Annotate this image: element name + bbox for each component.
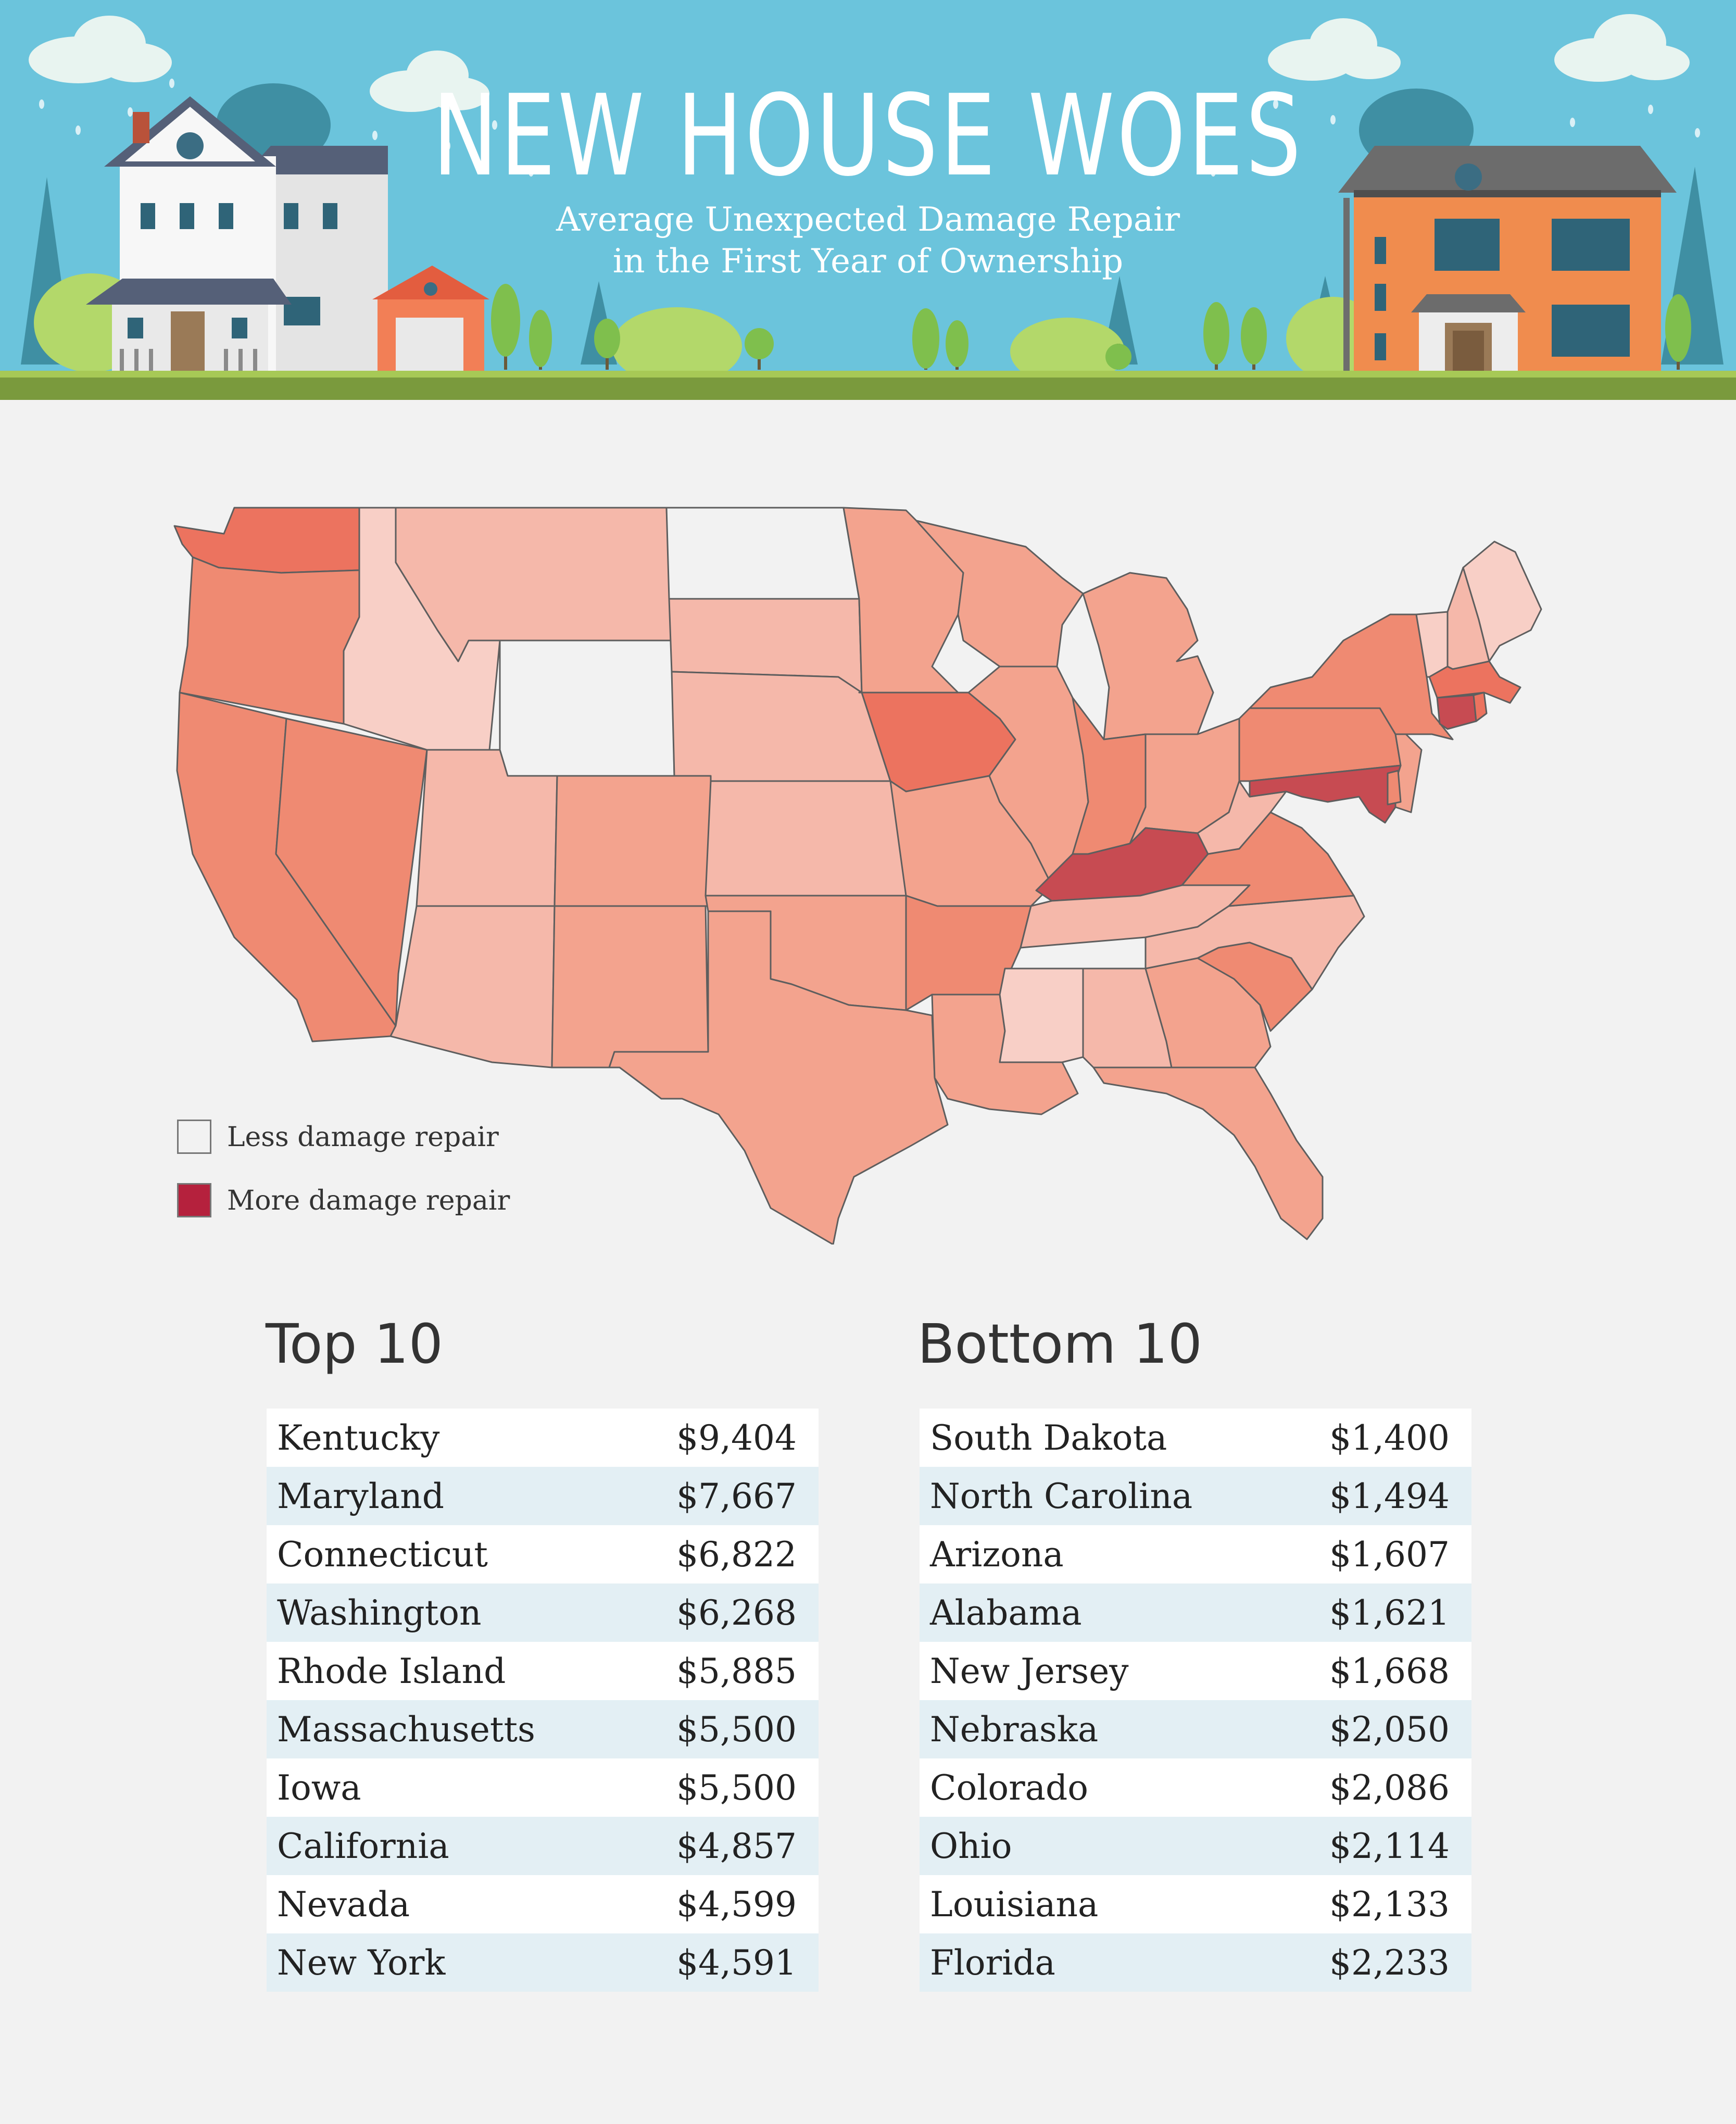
page-subtitle-line2: in the First Year of Ownership <box>612 242 1124 281</box>
row-repair-cost: $5,500 <box>676 1768 797 1808</box>
orange-house-icon <box>1338 146 1677 385</box>
row-state-name: North Carolina <box>930 1476 1193 1516</box>
row-state-name: Ohio <box>930 1826 1012 1866</box>
row-state-name: Alabama <box>930 1593 1082 1633</box>
row-repair-cost: $5,885 <box>676 1651 797 1691</box>
legend-swatch-more <box>177 1183 211 1217</box>
state-mi <box>1082 572 1214 740</box>
table-row: New Jersey $1,668 <box>920 1642 1471 1700</box>
table-row: Louisiana $2,133 <box>920 1875 1471 1933</box>
table-row: North Carolina $1,494 <box>920 1467 1471 1525</box>
state-nm <box>551 905 709 1069</box>
table-row: Florida $2,233 <box>920 1933 1471 1992</box>
state-nd <box>665 507 860 600</box>
table-row: Kentucky $9,404 <box>267 1409 819 1467</box>
state-ct <box>1436 694 1477 730</box>
table-row: Nebraska $2,050 <box>920 1700 1471 1758</box>
top10-table: Kentucky $9,404 Maryland $7,667 Connecticut $… <box>267 1409 819 1992</box>
row-state-name: Massachusetts <box>277 1710 535 1750</box>
row-repair-cost: $4,591 <box>676 1943 797 1983</box>
table-row: Washington $6,268 <box>267 1583 819 1642</box>
row-state-name: New York <box>277 1943 446 1983</box>
table-row: Alabama $1,621 <box>920 1583 1471 1642</box>
page-subtitle-line1: Average Unexpected Damage Repair <box>556 200 1180 239</box>
state-ms <box>999 967 1084 1063</box>
state-ma <box>1428 660 1521 704</box>
row-repair-cost: $1,400 <box>1329 1418 1450 1458</box>
top10-title: Top 10 <box>266 1312 443 1376</box>
row-repair-cost: $2,050 <box>1329 1710 1450 1750</box>
row-repair-cost: $4,599 <box>676 1884 797 1925</box>
table-row: Nevada $4,599 <box>267 1875 819 1933</box>
row-state-name: California <box>277 1826 449 1866</box>
white-house-icon <box>86 96 489 380</box>
row-repair-cost: $1,668 <box>1329 1651 1450 1691</box>
state-co <box>553 775 712 907</box>
state-ks <box>705 780 907 897</box>
row-state-name: Nevada <box>277 1884 410 1925</box>
header-banner: NEW HOUSE WOES Average Unexpected Damage… <box>0 0 1736 400</box>
table-row: New York $4,591 <box>267 1933 819 1992</box>
table-row: Massachusetts $5,500 <box>267 1700 819 1758</box>
table-row: Rhode Island $5,885 <box>267 1642 819 1700</box>
legend-swatch-less <box>177 1120 211 1154</box>
state-me <box>1462 541 1542 662</box>
table-row: Maryland $7,667 <box>267 1467 819 1525</box>
bottom10-title: Bottom 10 <box>917 1312 1202 1376</box>
row-state-name: Connecticut <box>277 1535 488 1575</box>
row-repair-cost: $1,494 <box>1329 1476 1450 1516</box>
row-state-name: Florida <box>930 1943 1055 1983</box>
row-state-name: Nebraska <box>930 1710 1099 1750</box>
state-de <box>1387 770 1402 806</box>
row-state-name: New Jersey <box>930 1651 1129 1691</box>
row-state-name: South Dakota <box>930 1418 1167 1458</box>
row-repair-cost: $7,667 <box>676 1476 797 1516</box>
legend-label-more: More damage repair <box>227 1185 510 1216</box>
row-repair-cost: $2,086 <box>1329 1768 1450 1808</box>
table-row: Ohio $2,114 <box>920 1817 1471 1875</box>
table-row: Arizona $1,607 <box>920 1525 1471 1583</box>
state-wy <box>499 639 675 777</box>
table-row: California $4,857 <box>267 1817 819 1875</box>
row-repair-cost: $9,404 <box>676 1418 797 1458</box>
row-state-name: Washington <box>277 1593 482 1633</box>
header-scenery <box>21 14 1724 385</box>
row-state-name: Louisiana <box>930 1884 1099 1925</box>
page-title: NEW HOUSE WOES <box>432 70 1304 201</box>
row-state-name: Kentucky <box>277 1418 440 1458</box>
cloud-icon <box>29 14 1690 112</box>
row-state-name: Arizona <box>930 1535 1064 1575</box>
row-repair-cost: $1,607 <box>1329 1535 1450 1575</box>
row-repair-cost: $2,133 <box>1329 1884 1450 1925</box>
row-repair-cost: $2,233 <box>1329 1943 1450 1983</box>
state-fl <box>1092 1066 1324 1240</box>
row-state-name: Maryland <box>277 1476 444 1516</box>
state-nv <box>275 718 428 1027</box>
row-repair-cost: $6,268 <box>676 1593 797 1633</box>
state-ri <box>1473 692 1488 722</box>
row-state-name: Rhode Island <box>277 1651 506 1691</box>
row-repair-cost: $5,500 <box>676 1710 797 1750</box>
state-az <box>389 905 556 1069</box>
table-row: South Dakota $1,400 <box>920 1409 1471 1467</box>
row-repair-cost: $4,857 <box>676 1826 797 1866</box>
legend-label-less: Less damage repair <box>227 1122 499 1153</box>
row-state-name: Iowa <box>277 1768 361 1808</box>
table-row: Iowa $5,500 <box>267 1758 819 1817</box>
state-tx <box>608 910 949 1245</box>
row-repair-cost: $2,114 <box>1329 1826 1450 1866</box>
us-choropleth-map <box>173 507 1542 1245</box>
row-repair-cost: $6,822 <box>676 1535 797 1575</box>
table-row: Colorado $2,086 <box>920 1758 1471 1817</box>
row-state-name: Colorado <box>930 1768 1088 1808</box>
table-row: Connecticut $6,822 <box>267 1525 819 1583</box>
row-repair-cost: $1,621 <box>1329 1593 1450 1633</box>
bottom10-table: South Dakota $1,400 North Carolina $1,494 Ar… <box>920 1409 1471 1992</box>
